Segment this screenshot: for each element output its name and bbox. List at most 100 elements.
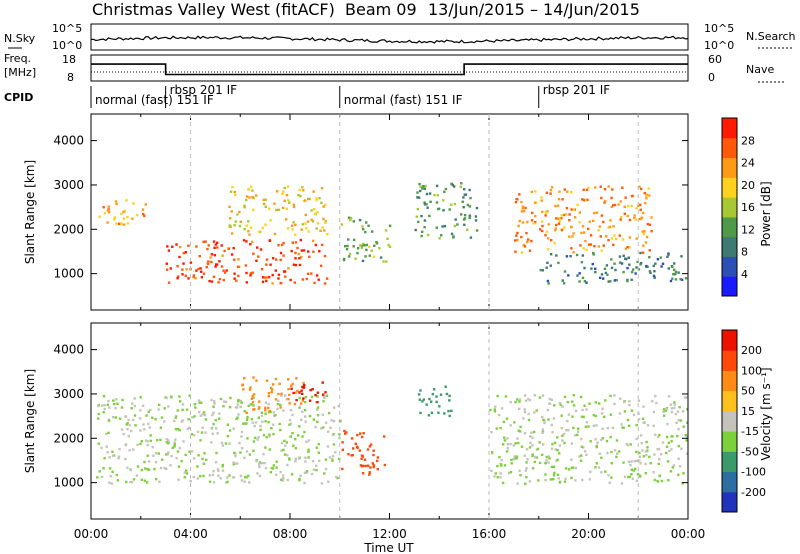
velocity-point [246, 416, 249, 419]
noise-tick-1e0: 10^0 [52, 39, 82, 52]
velocity-point [335, 475, 338, 479]
power-point [632, 268, 635, 271]
velocity-point [503, 436, 506, 439]
colorbar-swatch [722, 471, 737, 493]
velocity-point [160, 416, 164, 419]
velocity-point [660, 479, 664, 483]
velocity-point [251, 394, 254, 398]
power-point [223, 249, 226, 253]
velocity-point [677, 419, 680, 422]
velocity-point [489, 408, 492, 412]
velocity-point [257, 407, 261, 410]
power-point [599, 235, 602, 238]
power-point [530, 190, 533, 194]
power-point [645, 193, 648, 197]
power-point [304, 222, 307, 225]
velocity-point [301, 435, 304, 438]
power-point [578, 221, 581, 224]
power-point [249, 274, 252, 277]
power-point [435, 184, 439, 188]
power-point [289, 278, 292, 282]
colorbar-swatch [722, 118, 737, 139]
power-point [249, 243, 252, 246]
velocity-point [563, 480, 567, 483]
velocity-point [112, 399, 115, 402]
power-point [572, 251, 575, 254]
velocity-point [359, 464, 363, 467]
velocity-point [252, 393, 256, 396]
velocity-point [177, 478, 180, 481]
power-point [571, 235, 574, 238]
velocity-point [547, 455, 551, 458]
velocity-point [666, 422, 669, 426]
power-point [222, 269, 225, 272]
velocity-point [216, 468, 220, 471]
power-point [312, 190, 315, 193]
velocity-point [166, 453, 170, 456]
velocity-point [167, 439, 170, 442]
power-point [587, 243, 591, 246]
power-point [556, 217, 560, 220]
velocity-point [324, 391, 327, 394]
velocity-point [140, 478, 143, 481]
velocity-point [216, 432, 219, 435]
velocity-point [144, 439, 148, 442]
velocity-point [283, 439, 286, 443]
velocity-point [170, 454, 173, 458]
velocity-point [368, 445, 371, 448]
velocity-point [289, 422, 293, 425]
power-point [639, 187, 643, 191]
noise-right-tick-1e5: 10^5 [704, 22, 734, 35]
power-point [661, 262, 665, 265]
power-point [546, 248, 550, 251]
noise-tick-1e5: 10^5 [52, 22, 82, 35]
power-point [603, 201, 606, 204]
cpid-segment-label: rbsp 201 IF [170, 83, 237, 97]
power-point [592, 219, 595, 222]
velocity-point [199, 475, 202, 478]
power-point [142, 212, 145, 216]
power-point [644, 241, 648, 244]
velocity-point [570, 458, 573, 461]
velocity-point [324, 421, 328, 425]
colorbar-swatch [722, 451, 737, 473]
velocity-point [337, 405, 340, 408]
colorbar-tick-label: 4 [741, 268, 748, 281]
velocity-point [254, 421, 258, 424]
power-point [322, 217, 325, 221]
velocity-point [286, 454, 289, 457]
velocity-point [512, 444, 515, 447]
power-point [565, 207, 569, 210]
power-data [98, 182, 688, 285]
velocity-point [550, 465, 554, 469]
velocity-point [226, 423, 229, 426]
velocity-point [133, 397, 136, 400]
velocity-point [203, 413, 207, 417]
velocity-point [282, 476, 285, 480]
velocity-point [657, 462, 660, 466]
power-point [648, 256, 651, 259]
power-point [554, 229, 557, 232]
velocity-point [269, 386, 273, 390]
velocity-point [133, 414, 137, 417]
velocity-point [212, 481, 216, 484]
power-point [286, 185, 290, 188]
power-point [348, 252, 352, 256]
velocity-point [580, 454, 583, 457]
power-point [591, 262, 594, 266]
power-point [624, 196, 627, 199]
power-point [653, 276, 656, 279]
velocity-point [260, 411, 264, 414]
velocity-point [572, 404, 576, 407]
velocity-point [159, 466, 163, 470]
power-point [233, 258, 236, 261]
power-point [425, 192, 429, 196]
velocity-point [292, 444, 295, 447]
velocity-point [250, 403, 253, 406]
velocity-point [113, 402, 116, 406]
velocity-point [267, 394, 270, 398]
velocity-point [623, 475, 627, 478]
power-point [233, 277, 236, 280]
power-point [551, 186, 554, 189]
power-point [184, 274, 187, 277]
